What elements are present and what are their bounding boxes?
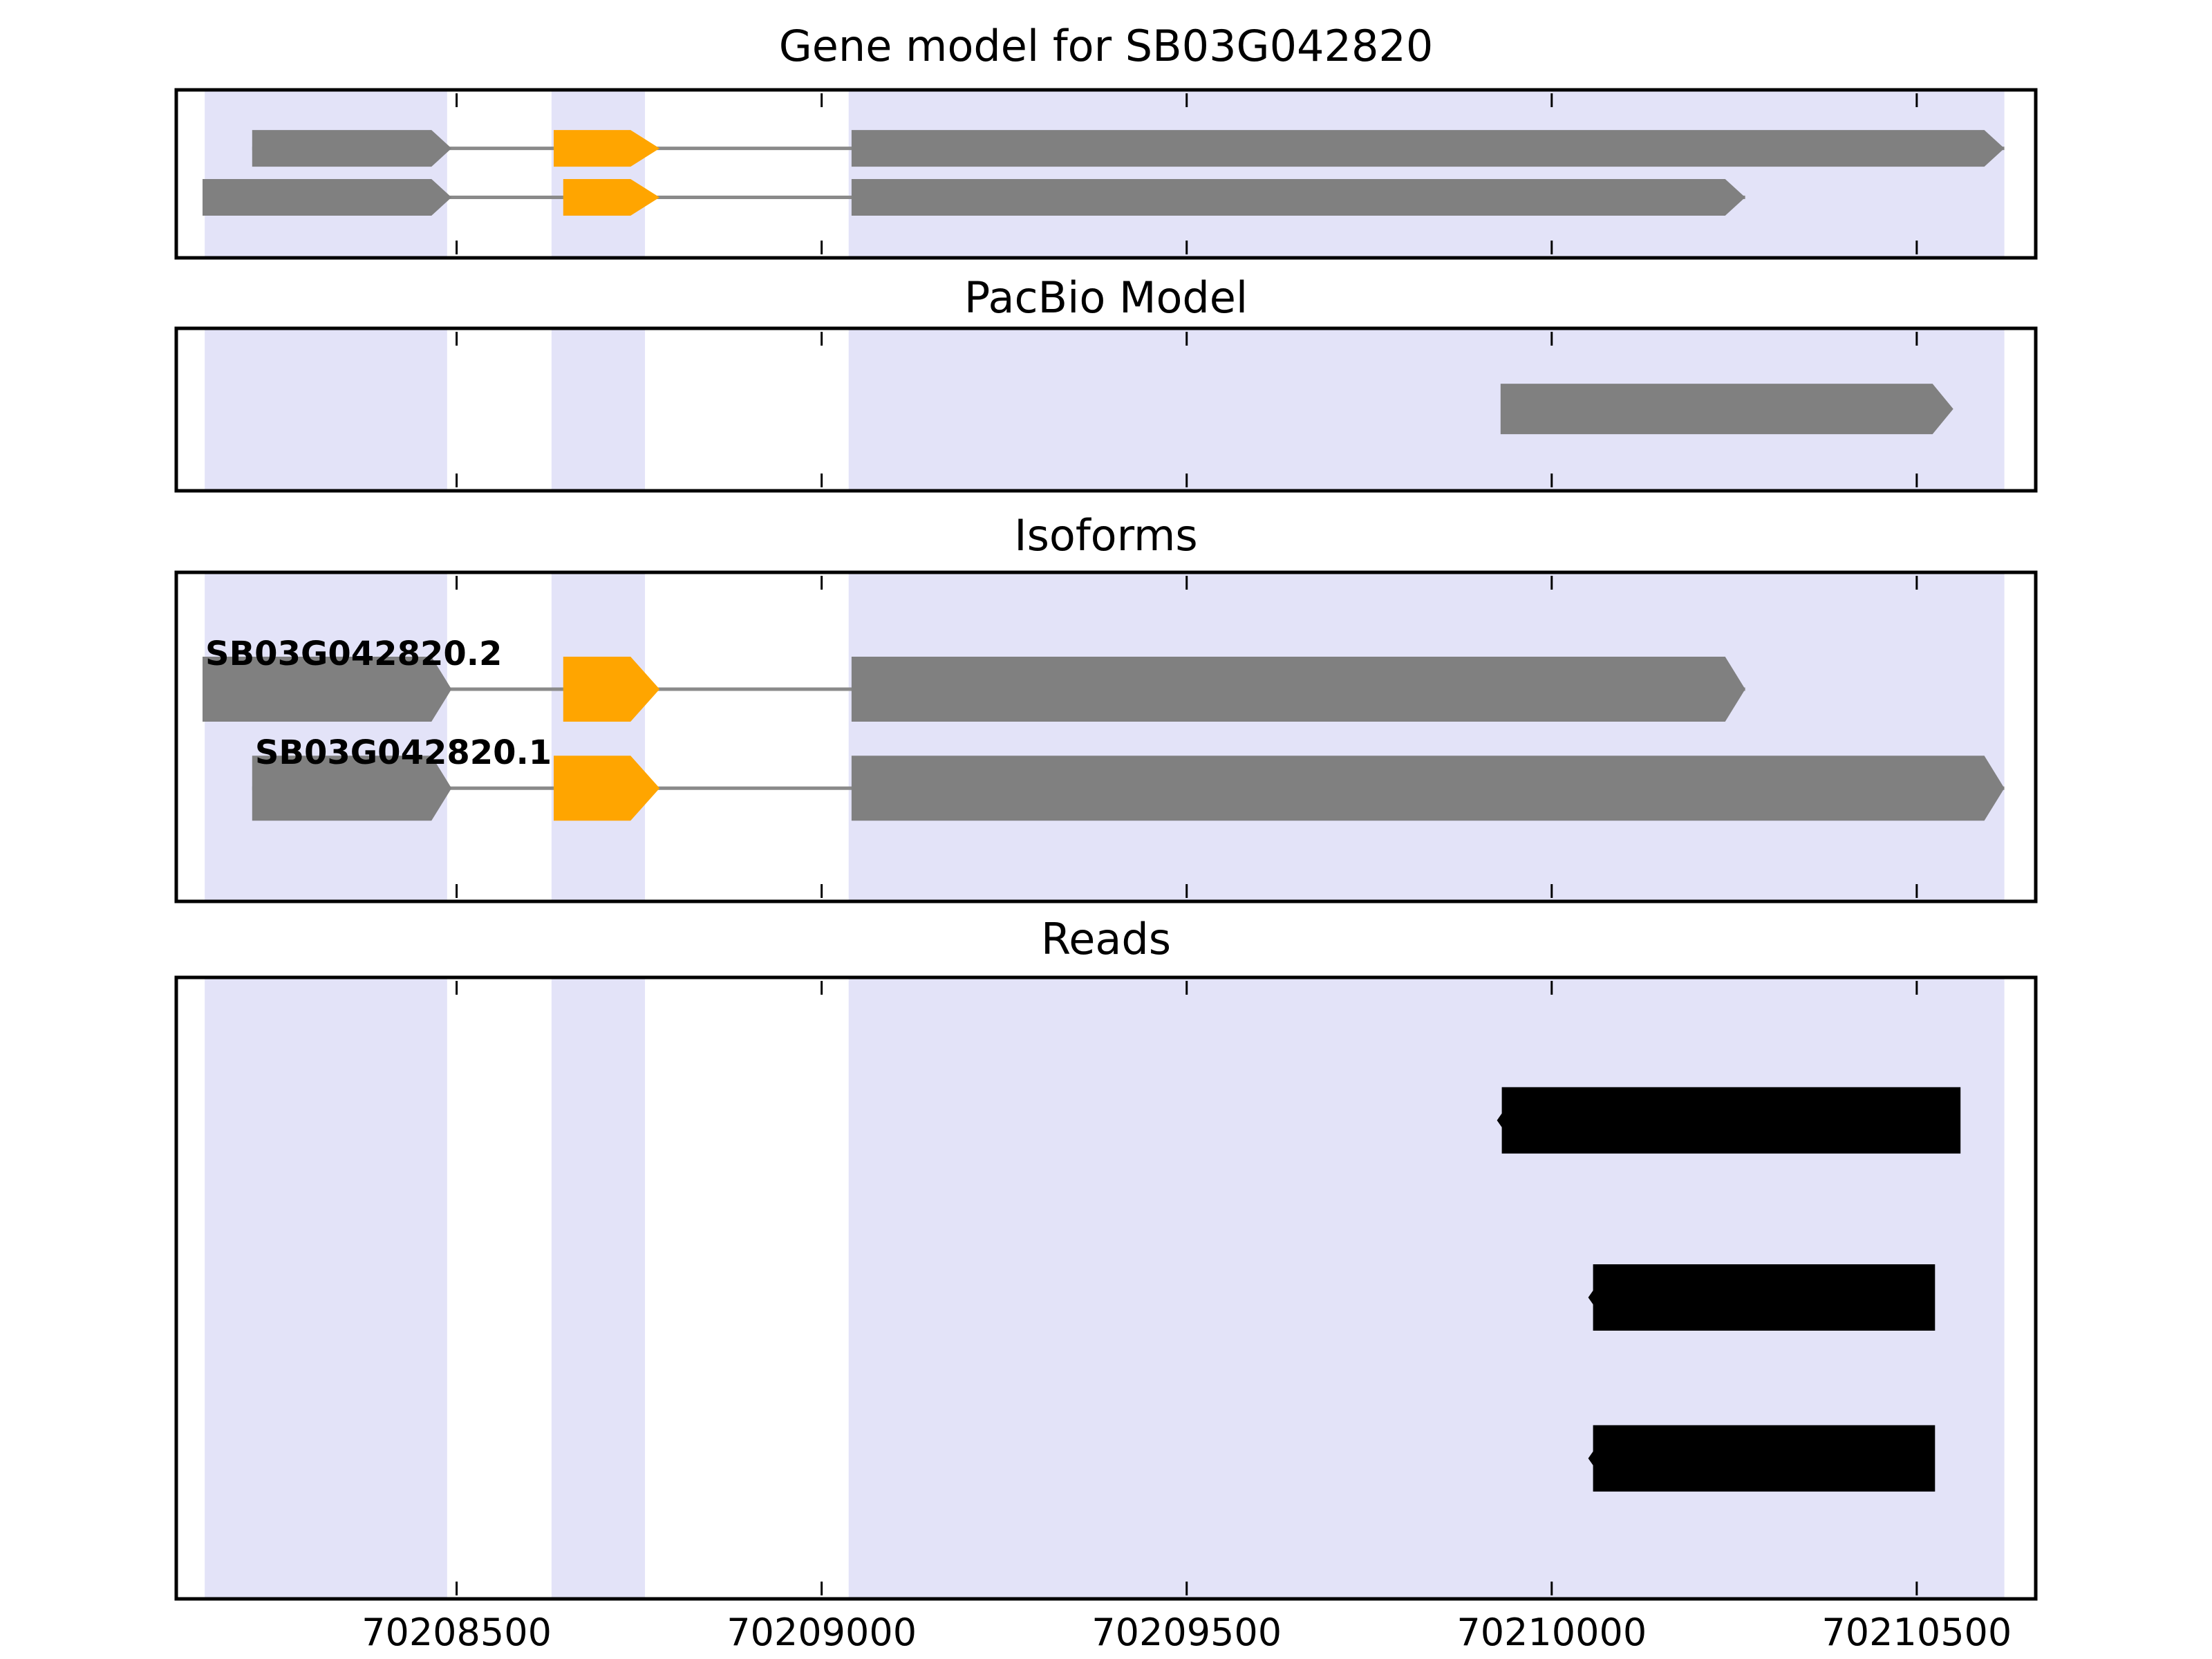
gray-exon-arrow: [851, 756, 2005, 821]
gray-exon-arrow: [851, 657, 1745, 722]
gray-exon-arrow: [851, 130, 2005, 167]
orange-exon-arrow: [563, 179, 660, 216]
highlight-band: [205, 91, 447, 256]
highlight-band: [551, 574, 646, 900]
read-bar: [1588, 1264, 1936, 1331]
gray-exon-arrow: [851, 179, 1745, 216]
orange-exon-arrow: [554, 130, 660, 167]
highlight-band: [205, 979, 447, 1597]
read-bar: [1588, 1425, 1936, 1492]
panel-frame: [174, 975, 2038, 1601]
highlight-band: [551, 979, 646, 1597]
orange-exon-arrow: [554, 756, 660, 821]
gray-exon-arrow: [1500, 384, 1953, 435]
panel-frame: [174, 88, 2038, 260]
read-bar: [1497, 1087, 1961, 1154]
track-panel-isoforms: [174, 570, 2038, 903]
gray-exon-arrow: [203, 179, 452, 216]
gray-exon-arrow: [252, 756, 452, 821]
gray-exon-arrow: [252, 130, 452, 167]
highlight-band: [205, 330, 447, 489]
track-panel-gene-model: [174, 88, 2038, 260]
highlight-band: [205, 574, 447, 900]
highlight-band: [848, 91, 2005, 256]
track-panel-pacbio-model: [174, 326, 2038, 493]
orange-exon-arrow: [563, 657, 660, 722]
panel-frame: [174, 326, 2038, 493]
highlight-band: [551, 91, 646, 256]
track-panel-reads: [174, 975, 2038, 1601]
highlight-band: [551, 330, 646, 489]
panel-frame: [174, 570, 2038, 903]
highlight-band: [848, 574, 2005, 900]
gray-exon-arrow: [203, 657, 452, 722]
